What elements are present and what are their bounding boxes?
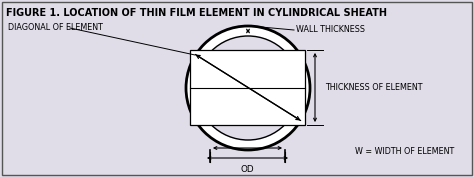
Text: WALL THICKNESS: WALL THICKNESS	[296, 25, 365, 35]
Text: OD: OD	[241, 165, 255, 174]
Text: W = WIDTH OF ELEMENT: W = WIDTH OF ELEMENT	[355, 147, 454, 156]
Text: DIAGONAL OF ELEMENT: DIAGONAL OF ELEMENT	[8, 24, 103, 33]
Text: THICKNESS OF ELEMENT: THICKNESS OF ELEMENT	[325, 83, 422, 92]
Text: W: W	[243, 133, 252, 142]
Circle shape	[186, 26, 310, 150]
Text: FIGURE 1. LOCATION OF THIN FILM ELEMENT IN CYLINDRICAL SHEATH: FIGURE 1. LOCATION OF THIN FILM ELEMENT …	[6, 8, 387, 18]
Bar	[190, 50, 305, 125]
Circle shape	[196, 36, 300, 140]
